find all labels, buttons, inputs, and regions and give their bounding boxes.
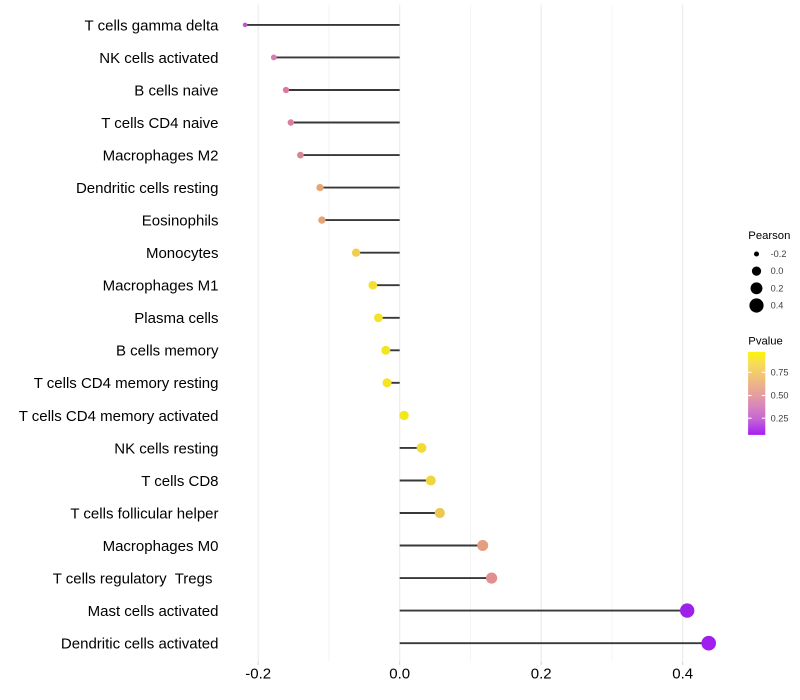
svg-text:Dendritic cells activated: Dendritic cells activated xyxy=(61,636,219,653)
svg-text:T cells gamma delta: T cells gamma delta xyxy=(85,17,220,34)
svg-text:0.2: 0.2 xyxy=(771,283,784,293)
svg-text:Dendritic cells resting: Dendritic cells resting xyxy=(76,180,219,197)
svg-text:0.75: 0.75 xyxy=(771,367,789,377)
svg-text:0.50: 0.50 xyxy=(771,391,789,401)
svg-text:T cells CD4 memory resting: T cells CD4 memory resting xyxy=(34,375,219,392)
svg-text:Macrophages M1: Macrophages M1 xyxy=(103,278,219,295)
svg-text:Monocytes: Monocytes xyxy=(146,245,219,262)
svg-text:Mast cells activated: Mast cells activated xyxy=(88,603,219,620)
svg-text:0.0: 0.0 xyxy=(771,266,784,276)
svg-text:Eosinophils: Eosinophils xyxy=(142,213,219,230)
svg-text:T cells follicular helper: T cells follicular helper xyxy=(70,505,218,522)
svg-text:NK cells activated: NK cells activated xyxy=(99,50,218,67)
svg-text:T cells regulatory Tregs: T cells regulatory Tregs xyxy=(53,571,213,588)
svg-text:0.2: 0.2 xyxy=(531,666,552,683)
svg-text:0.4: 0.4 xyxy=(672,666,693,683)
svg-text:Pvalue: Pvalue xyxy=(748,336,783,348)
svg-text:T cells CD4 naive: T cells CD4 naive xyxy=(101,115,218,132)
svg-text:Pearson: Pearson xyxy=(748,230,790,242)
svg-text:0.4: 0.4 xyxy=(771,301,784,311)
svg-text:T cells CD4 memory activated: T cells CD4 memory activated xyxy=(19,408,219,425)
svg-text:-0.2: -0.2 xyxy=(771,249,787,259)
svg-text:-0.2: -0.2 xyxy=(245,666,271,683)
svg-text:B cells memory: B cells memory xyxy=(116,343,219,360)
svg-text:0.0: 0.0 xyxy=(389,666,410,683)
svg-text:Macrophages M2: Macrophages M2 xyxy=(103,148,219,165)
svg-text:NK cells resting: NK cells resting xyxy=(114,440,218,457)
svg-text:B cells naive: B cells naive xyxy=(134,82,218,99)
svg-text:Macrophages M0: Macrophages M0 xyxy=(103,538,219,555)
svg-text:0.25: 0.25 xyxy=(771,413,789,423)
svg-text:T cells CD8: T cells CD8 xyxy=(141,473,218,490)
svg-text:Plasma cells: Plasma cells xyxy=(134,310,218,327)
